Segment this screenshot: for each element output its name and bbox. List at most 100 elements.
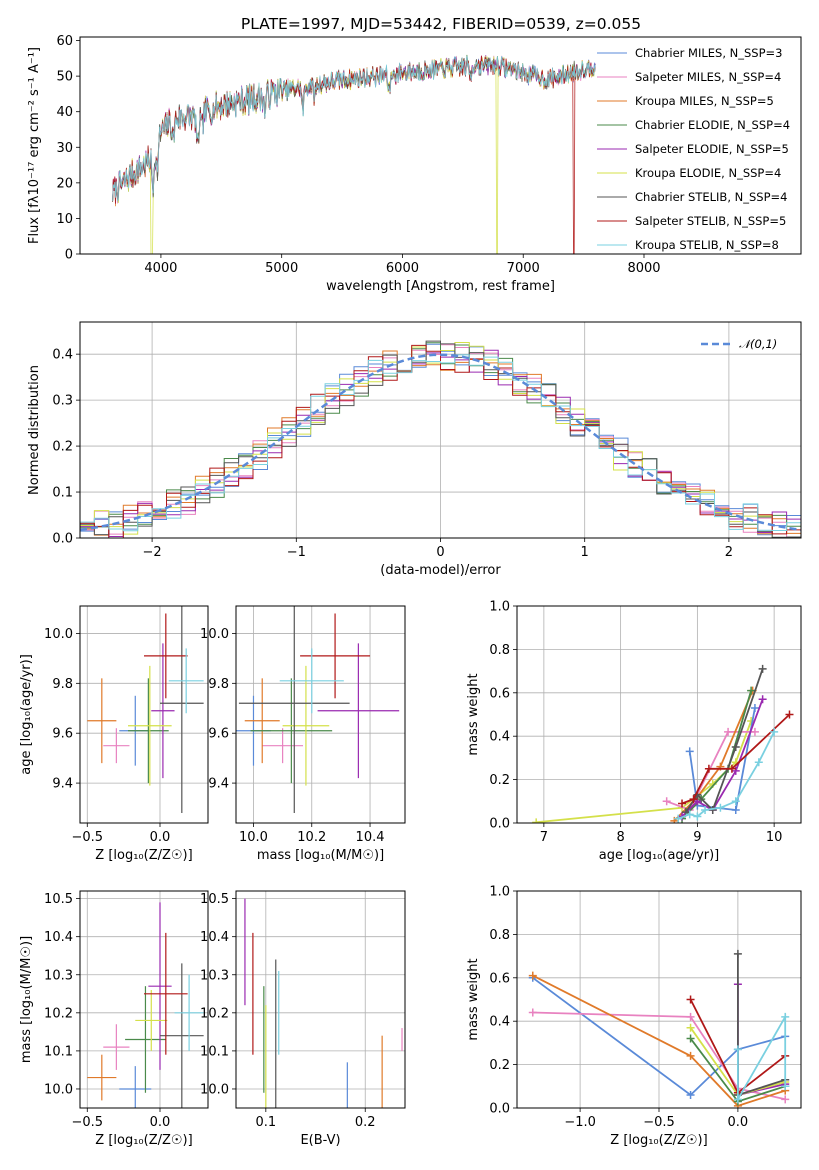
y-tick-label: 0.2 bbox=[489, 1058, 510, 1073]
x-axis-label: Z [log₁₀(Z/Z☉)] bbox=[95, 848, 192, 863]
weight-marker-kroupa-stelib bbox=[731, 797, 740, 806]
x-tick-label: −0.5 bbox=[643, 1115, 675, 1130]
x-tick-label: −2 bbox=[143, 545, 162, 560]
y-tick-label: 10.2 bbox=[200, 1006, 229, 1021]
weight-marker-kroupa-stelib bbox=[685, 810, 694, 819]
weight-marker-chabrier-elodie bbox=[747, 686, 756, 695]
x-axis-label: mass [log₁₀(M/M☉)] bbox=[257, 848, 384, 863]
axes-frame bbox=[79, 890, 209, 1109]
weight-marker-chabrier-miles bbox=[731, 805, 740, 814]
weight-marker-salpeter-stelib bbox=[727, 764, 736, 773]
plot-area bbox=[532, 664, 794, 823]
weight-line-chabrier-elodie bbox=[681, 690, 752, 820]
plot-area bbox=[244, 898, 403, 1108]
legend-label: Chabrier MILES, N_SSP=3 bbox=[635, 46, 782, 60]
x-tick-label: 10.2 bbox=[297, 830, 326, 845]
spectrum-line-kroupa-elodie bbox=[112, 56, 596, 254]
y-tick-label: 0.0 bbox=[52, 532, 73, 547]
y-tick-label: 9.4 bbox=[52, 777, 73, 792]
y-tick-label: 10.5 bbox=[200, 892, 229, 907]
weight-marker-kroupa-stelib bbox=[733, 1045, 742, 1054]
y-tick-label: 0.6 bbox=[489, 971, 510, 986]
y-axis-label: mass weight bbox=[466, 958, 481, 1040]
legend-label: Kroupa ELODIE, N_SSP=4 bbox=[635, 166, 781, 180]
weight-marker-kroupa-stelib bbox=[701, 805, 710, 814]
weight-marker-chabrier-miles bbox=[686, 1090, 695, 1099]
y-tick-label: 10.0 bbox=[44, 627, 73, 642]
weight-marker-salpeter-miles bbox=[662, 797, 671, 806]
axes-frame bbox=[235, 890, 406, 1109]
weight-marker-kroupa-miles bbox=[686, 1051, 695, 1060]
weight-marker-kroupa-elodie bbox=[686, 1023, 695, 1032]
spectrum-line-salpeter-stelib bbox=[112, 55, 596, 254]
weight-marker-salpeter-miles bbox=[528, 1008, 537, 1017]
x-tick-label: 8 bbox=[616, 830, 624, 845]
x-axis-label: (data-model)/error bbox=[380, 563, 501, 578]
x-tick-label: 0.1 bbox=[255, 1115, 276, 1130]
x-tick-label: 1 bbox=[581, 545, 589, 560]
weight-marker-chabrier-stelib bbox=[758, 664, 767, 673]
x-tick-label: 10.4 bbox=[356, 830, 385, 845]
x-axis-label: E(B-V) bbox=[300, 1133, 340, 1148]
x-tick-label: −0.5 bbox=[71, 1115, 103, 1130]
x-tick-label: −1.0 bbox=[564, 1115, 596, 1130]
weight-marker-kroupa-stelib bbox=[770, 727, 779, 736]
spectrum-panel: 4000 5000 6000 7000 8000 0 10 20 30 40 50 60 wavelen… bbox=[27, 34, 802, 294]
y-tick-label: 9.6 bbox=[208, 727, 229, 742]
plot-area bbox=[112, 54, 596, 254]
y-tick-label: 10.3 bbox=[200, 968, 229, 983]
y-tick-label: 9.8 bbox=[208, 677, 229, 692]
y-tick-label: 10 bbox=[56, 212, 73, 227]
weight-marker-chabrier-stelib bbox=[731, 743, 740, 752]
plot-area bbox=[528, 949, 790, 1108]
y-tick-label: 0.0 bbox=[489, 817, 510, 832]
y-tick-label: 9.4 bbox=[208, 777, 229, 792]
y-tick-label: 10.0 bbox=[44, 1082, 73, 1097]
y-tick-label: 10.2 bbox=[44, 1006, 73, 1021]
y-tick-label: 10.4 bbox=[200, 930, 229, 945]
y-tick-label: 0.0 bbox=[489, 1102, 510, 1117]
histogram-kroupa-stelib bbox=[80, 354, 801, 532]
weight-marker-chabrier-miles bbox=[685, 747, 694, 756]
weight-marker-salpeter-stelib bbox=[785, 710, 794, 719]
y-tick-label: 0.8 bbox=[489, 643, 510, 658]
weight-line-kroupa-miles bbox=[532, 974, 786, 1107]
axes-frame bbox=[79, 321, 802, 539]
weight-marker-chabrier-stelib bbox=[733, 949, 742, 958]
y-tick-label: 10.0 bbox=[200, 1082, 229, 1097]
legend-label: Chabrier STELIB, N_SSP=4 bbox=[635, 190, 787, 204]
x-axis-label: age [log₁₀(age/yr)] bbox=[599, 848, 720, 863]
spectrum-line-kroupa-stelib bbox=[112, 55, 596, 202]
weight-line-kroupa-stelib bbox=[737, 1013, 787, 1103]
x-tick-label: 2 bbox=[725, 545, 733, 560]
weight-marker-chabrier-elodie bbox=[686, 1034, 695, 1043]
mass-vs-ebv-panel: 0.1 0.2 10.0 10.1 10.2 10.3 10.4 10.5 E(B-V) bbox=[200, 890, 406, 1148]
y-axis-label: mass [log₁₀(M/M☉)] bbox=[19, 936, 34, 1063]
y-tick-label: 1.0 bbox=[489, 885, 510, 900]
y-tick-label: 9.8 bbox=[52, 677, 73, 692]
plot-area bbox=[87, 902, 204, 1108]
plot-area bbox=[87, 606, 204, 814]
axes-frame bbox=[516, 605, 802, 824]
weight-marker-salpeter-miles bbox=[750, 727, 759, 736]
x-tick-label: −0.5 bbox=[71, 830, 103, 845]
mass-vs-metallicity-panel: −0.5 0.0 10.0 10.1 10.2 10.3 10.4 10.5 Z [log₁₀(… bbox=[19, 890, 209, 1148]
x-tick-label: −1 bbox=[287, 545, 306, 560]
weight-marker-salpeter-stelib bbox=[686, 995, 695, 1004]
legend-label: Salpeter ELODIE, N_SSP=5 bbox=[635, 142, 789, 156]
y-tick-label: 0.6 bbox=[489, 686, 510, 701]
weight-marker-kroupa-stelib bbox=[716, 803, 725, 812]
y-tick-label: 0.4 bbox=[52, 348, 73, 363]
y-tick-label: 60 bbox=[56, 34, 73, 49]
residuals-panel: −2 −1 0 1 2 0.0 0.1 0.2 0.3 0.4 (data-model)/error… bbox=[27, 321, 802, 578]
weight-marker-kroupa-stelib bbox=[754, 758, 763, 767]
x-tick-label: 9 bbox=[693, 830, 701, 845]
legend-label: Kroupa STELIB, N_SSP=8 bbox=[635, 238, 779, 252]
y-axis-label: mass weight bbox=[466, 673, 481, 755]
x-tick-label: 4000 bbox=[144, 261, 177, 276]
y-tick-label: 10.1 bbox=[44, 1044, 73, 1059]
x-tick-label: 6000 bbox=[386, 261, 419, 276]
y-tick-label: 30 bbox=[56, 141, 73, 156]
axes-frame bbox=[235, 605, 406, 824]
